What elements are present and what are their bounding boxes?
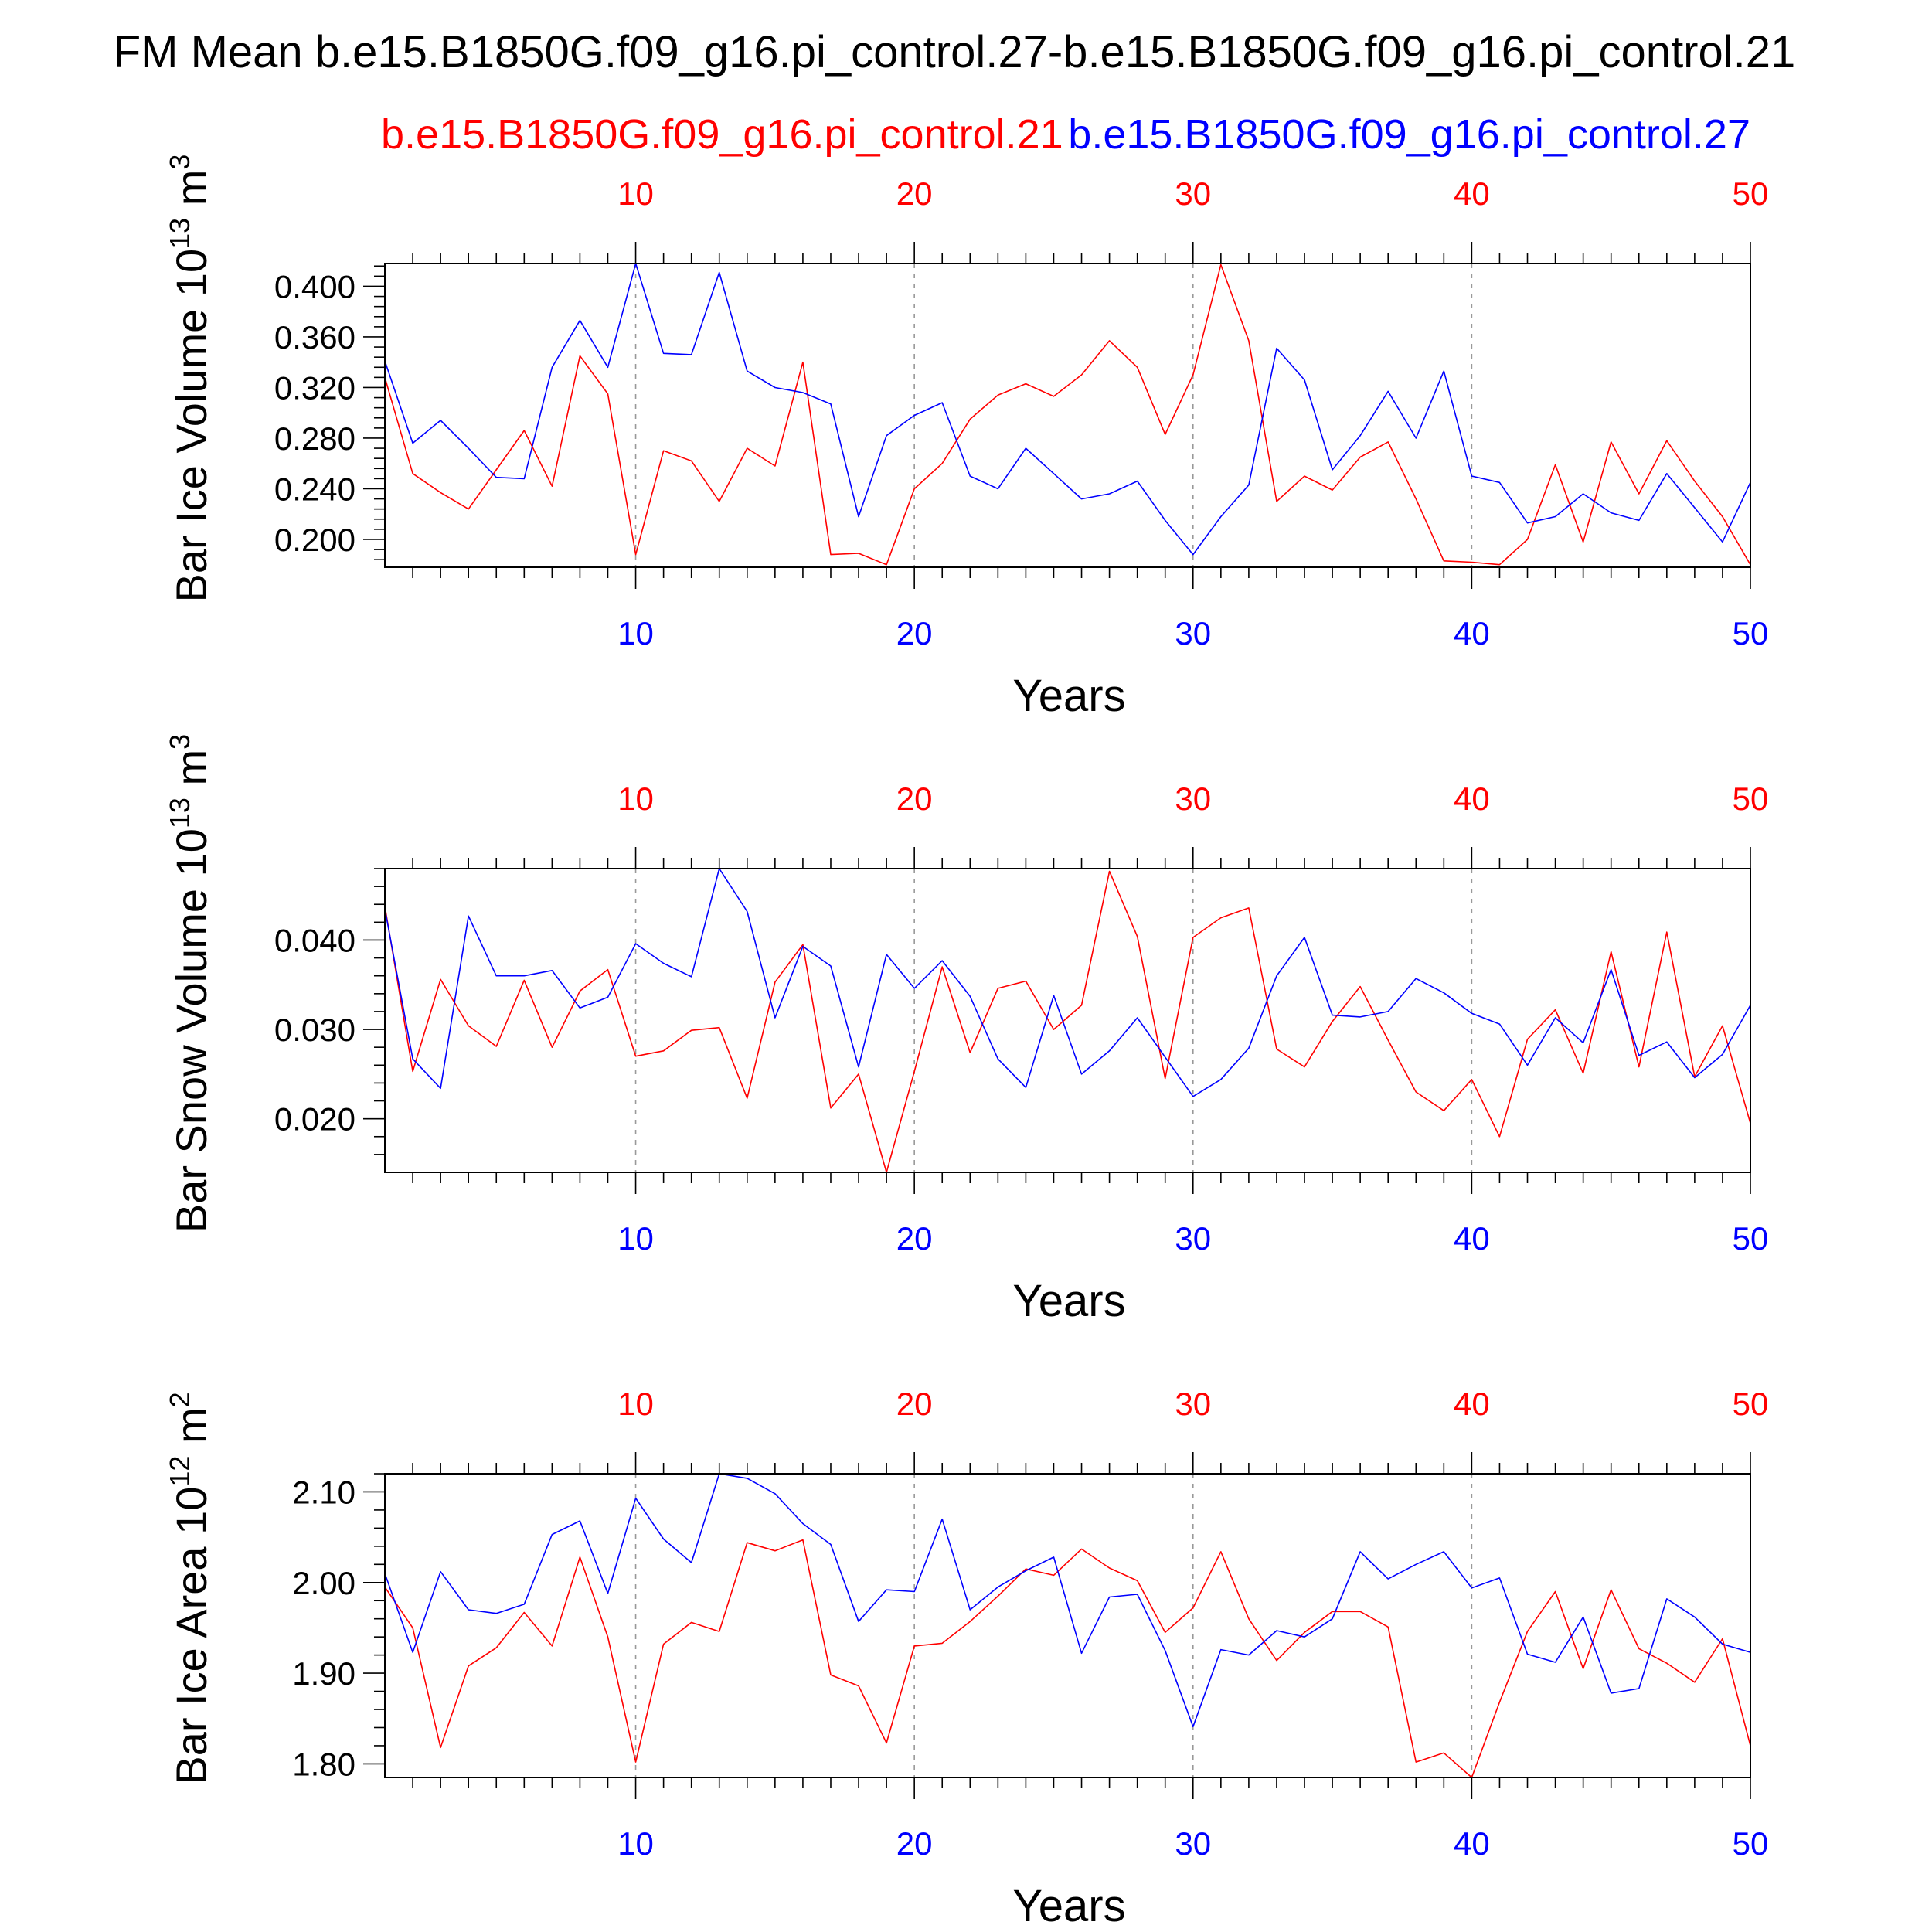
x-tick-label-bottom: 50 [1733,1825,1769,1862]
series-line-blue [385,263,1750,556]
x-tick-label-top: 10 [617,175,654,212]
legend-label-blue: b.e15.B1850G.f09_g16.pi_control.27 [1068,111,1750,158]
x-tick-label-bottom: 20 [896,1220,933,1257]
x-tick-label-top: 50 [1733,175,1769,212]
y-tick-label: 1.90 [292,1655,355,1692]
x-tick-label-bottom: 10 [617,615,654,651]
plot-frame [384,868,1751,1173]
y-tick-label: 0.020 [274,1101,355,1138]
x-tick-label-bottom: 30 [1175,1825,1211,1862]
x-tick-label-bottom: 40 [1454,1220,1490,1257]
y-axis-title-exponent: 13 [164,798,196,828]
panels: 0.2000.2400.2800.3200.3600.4001010202030… [164,155,1768,1931]
y-tick-label: 0.360 [274,319,355,355]
x-tick-label-top: 20 [896,1386,933,1422]
y-axis-title: Bar Ice Area 1012 m2 [164,1392,216,1784]
plot-frame [384,263,1751,568]
x-tick-label-top: 30 [1175,1386,1211,1422]
x-tick-label-bottom: 20 [896,1825,933,1862]
x-axis-title: Years [1012,1881,1125,1931]
x-tick-label-bottom: 30 [1175,615,1211,651]
x-tick-label-bottom: 50 [1733,615,1769,651]
y-tick-label: 0.280 [274,420,355,457]
x-tick-label-bottom: 50 [1733,1220,1769,1257]
x-tick-label-bottom: 30 [1175,1220,1211,1257]
y-tick-label: 2.10 [292,1474,355,1510]
chart-panel-1: 0.200 0.240 0.280 0.320 0.360 0.400 10 10 20 20 30… [164,155,1768,721]
y-tick-label: 2.00 [292,1565,355,1601]
y-tick-label: 0.040 [274,922,355,958]
y-axis-title-exponent: 13 [164,218,196,249]
series-line-red [385,1539,1750,1778]
y-axis-title-unit-exponent: 3 [164,734,196,750]
x-tick-label-top: 30 [1175,781,1211,817]
y-axis-title-text: Bar Ice Volume 10 [167,249,216,603]
x-tick-label-top: 10 [617,781,654,817]
y-axis-title-text: Bar Ice Area 10 [167,1487,216,1785]
y-axis-title-exponent: 12 [164,1456,196,1487]
y-axis-title-unit: m [167,1407,216,1455]
y-axis-title-unit: m [167,170,216,218]
x-tick-label-top: 40 [1454,1386,1490,1422]
x-tick-label-bottom: 40 [1454,615,1490,651]
x-tick-label-top: 10 [617,1386,654,1422]
y-axis-title-unit: m [167,750,216,798]
x-tick-label-top: 50 [1733,1386,1769,1422]
y-axis-title-unit-exponent: 2 [164,1392,196,1407]
x-tick-label-top: 40 [1454,175,1490,212]
y-axis-title: Bar Snow Volume 1013 m3 [164,734,216,1233]
y-axis-title-unit-exponent: 3 [164,155,196,170]
chart-panel-2: 0.020 0.030 0.040 10 10 20 20 30 30 40 40 50 50 Years… [164,734,1768,1326]
y-tick-label: 0.200 [274,522,355,558]
y-tick-label: 0.400 [274,268,355,304]
x-tick-label-bottom: 10 [617,1220,654,1257]
x-axis-title: Years [1012,671,1125,721]
x-tick-label-bottom: 40 [1454,1825,1490,1862]
x-tick-label-bottom: 10 [617,1825,654,1862]
y-axis-title-text: Bar Snow Volume 10 [167,828,216,1233]
y-tick-label: 0.240 [274,471,355,507]
x-tick-label-top: 20 [896,781,933,817]
x-axis-title: Years [1012,1276,1125,1326]
plot-frame [384,1473,1751,1778]
series-line-red [385,264,1750,566]
x-tick-label-top: 50 [1733,781,1769,817]
x-tick-label-bottom: 20 [896,615,933,651]
y-tick-label: 0.320 [274,369,355,406]
y-tick-label: 0.030 [274,1012,355,1048]
legend-label-red: b.e15.B1850G.f09_g16.pi_control.21 [381,111,1063,158]
y-tick-label: 1.80 [292,1746,355,1782]
y-axis-title: Bar Ice Volume 1013 m3 [164,155,216,603]
series-line-red [385,870,1750,1173]
x-tick-label-top: 20 [896,175,933,212]
chart-panel-3: 1.80 1.90 2.00 2.10 10 10 20 20 30 30 40 40 50 50 Year… [164,1386,1768,1931]
x-tick-label-top: 30 [1175,175,1211,212]
series-line-blue [385,1473,1750,1728]
series-line-blue [385,868,1750,1097]
figure-title: FM Mean b.e15.B1850G.f09_g16.pi_control.… [114,27,1796,77]
x-tick-label-top: 40 [1454,781,1490,817]
